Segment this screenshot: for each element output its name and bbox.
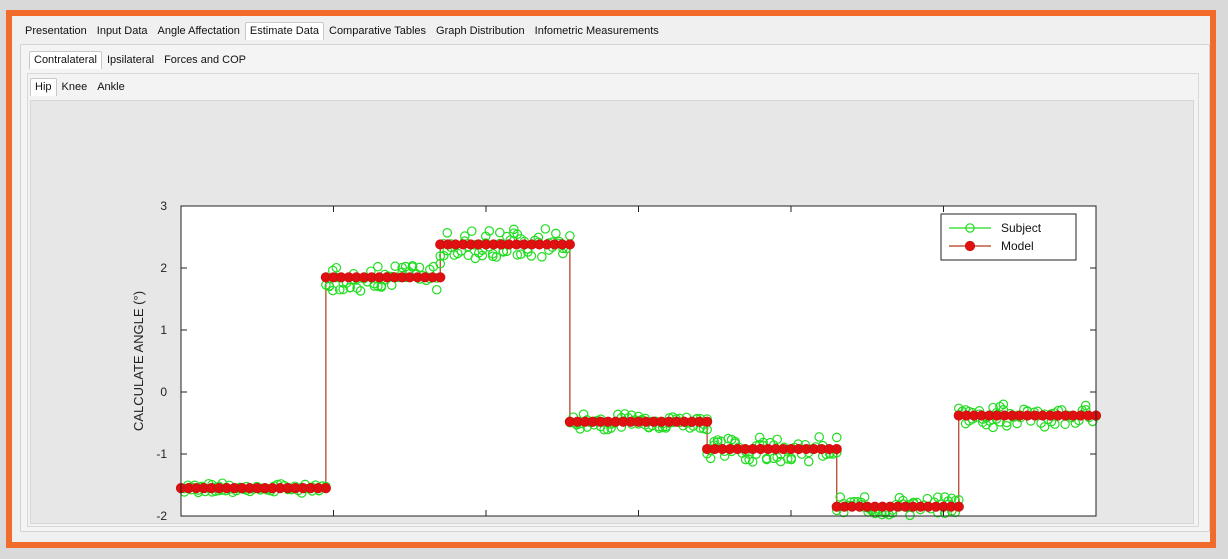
joint-tab-knee[interactable]: Knee — [61, 81, 88, 93]
y-axis-label: CALCULATE ANGLE (°) — [131, 291, 146, 431]
subject-point — [782, 454, 793, 464]
y-tick-label: 3 — [160, 199, 167, 213]
joint-tabbar: Hip Knee Ankle — [30, 78, 130, 96]
subject-point — [488, 248, 498, 259]
tab-estimate-data[interactable]: Estimate Data — [244, 22, 324, 40]
y-tick-label: 2 — [160, 261, 167, 275]
subject-point — [988, 422, 998, 433]
subject-point — [491, 252, 502, 262]
main-tabbar: Presentation Input Data Angle Affectation E… — [20, 22, 664, 40]
side-tabbar: Contralateral Ipsilateral Forces and COP — [29, 51, 251, 69]
subject-point — [526, 251, 537, 261]
legend-box — [940, 213, 1077, 261]
subject-point — [509, 224, 519, 235]
subject-point — [831, 432, 842, 443]
subject-point — [859, 492, 870, 502]
subject-point — [761, 453, 772, 464]
subject-point — [488, 251, 498, 262]
screenshot-frame: Presentation Input Data Angle Affectation E… — [6, 10, 1216, 548]
subject-point — [355, 286, 366, 296]
tab-infometric-measurements[interactable]: Infometric Measurements — [534, 25, 659, 37]
subject-point — [328, 285, 338, 296]
tab-angle-affectation[interactable]: Angle Affectation — [157, 25, 240, 37]
subject-point — [369, 281, 380, 291]
y-tick-label: -1 — [156, 447, 167, 461]
subject-point — [400, 261, 411, 272]
subject-point — [331, 262, 342, 273]
tab-presentation[interactable]: Presentation — [25, 25, 87, 37]
subject-point — [512, 250, 523, 260]
subject-point — [345, 282, 355, 293]
tab-input-data[interactable]: Input Data — [96, 25, 148, 37]
subject-point — [747, 457, 758, 467]
subject-point — [754, 432, 765, 443]
subject-point — [814, 432, 825, 442]
subject-point — [905, 510, 915, 521]
main-tab-panel: Contralateral Ipsilateral Forces and COP H… — [20, 44, 1210, 532]
subject-point — [435, 258, 446, 269]
side-tab-ipsilateral[interactable]: Ipsilateral — [106, 54, 155, 66]
model-point — [320, 483, 331, 494]
joint-tab-ankle[interactable]: Ankle — [97, 81, 125, 93]
subject-point — [495, 227, 505, 238]
y-tick-label: 0 — [160, 385, 167, 399]
subject-point — [1050, 419, 1060, 429]
subject-point — [803, 456, 814, 467]
side-tab-forces-and-cop[interactable]: Forces and COP — [164, 54, 246, 66]
model-point — [564, 239, 575, 250]
y-tick-label: 1 — [160, 323, 167, 337]
subject-point — [390, 261, 400, 272]
subject-point — [1080, 400, 1091, 411]
model-point — [953, 501, 964, 512]
legend-subject-label: Subject — [1001, 221, 1042, 235]
subject-point — [466, 226, 477, 236]
subject-point — [772, 434, 782, 445]
subject-point — [435, 251, 446, 261]
subject-point — [414, 262, 425, 273]
subject-point — [484, 226, 495, 236]
legend-model-marker — [964, 240, 976, 252]
model-point — [435, 272, 446, 283]
subject-point — [599, 424, 609, 435]
subject-point — [431, 284, 442, 295]
subject-point — [477, 250, 488, 261]
tab-comparative-tables[interactable]: Comparative Tables — [329, 25, 427, 37]
subject-point — [998, 399, 1009, 410]
subject-point — [705, 453, 716, 464]
joint-tab-panel: -6-4-20246-2-10123SOCKET ANGLE (°)CALCUL… — [30, 100, 1194, 524]
app-window: Presentation Input Data Angle Affectation E… — [20, 20, 1210, 532]
subject-point — [442, 228, 453, 238]
y-tick-label: -2 — [156, 509, 167, 521]
subject-point — [516, 249, 526, 260]
joint-tab-hip[interactable]: Hip — [30, 78, 57, 96]
side-tab-contralateral[interactable]: Contralateral — [29, 51, 102, 69]
model-point — [831, 443, 842, 455]
subject-point — [540, 224, 551, 234]
subject-point — [988, 402, 998, 413]
tab-graph-distribution[interactable]: Graph Distribution — [436, 25, 525, 37]
subject-point — [1001, 421, 1012, 431]
model-point — [702, 416, 713, 427]
subject-point — [551, 228, 561, 239]
subject-point — [373, 261, 383, 272]
legend-subject-marker — [965, 223, 975, 233]
angle-chart: -6-4-20246-2-10123SOCKET ANGLE (°)CALCUL… — [131, 199, 1102, 521]
legend-model-label: Model — [1001, 239, 1034, 253]
subject-point — [438, 250, 449, 261]
subject-point — [537, 252, 547, 262]
